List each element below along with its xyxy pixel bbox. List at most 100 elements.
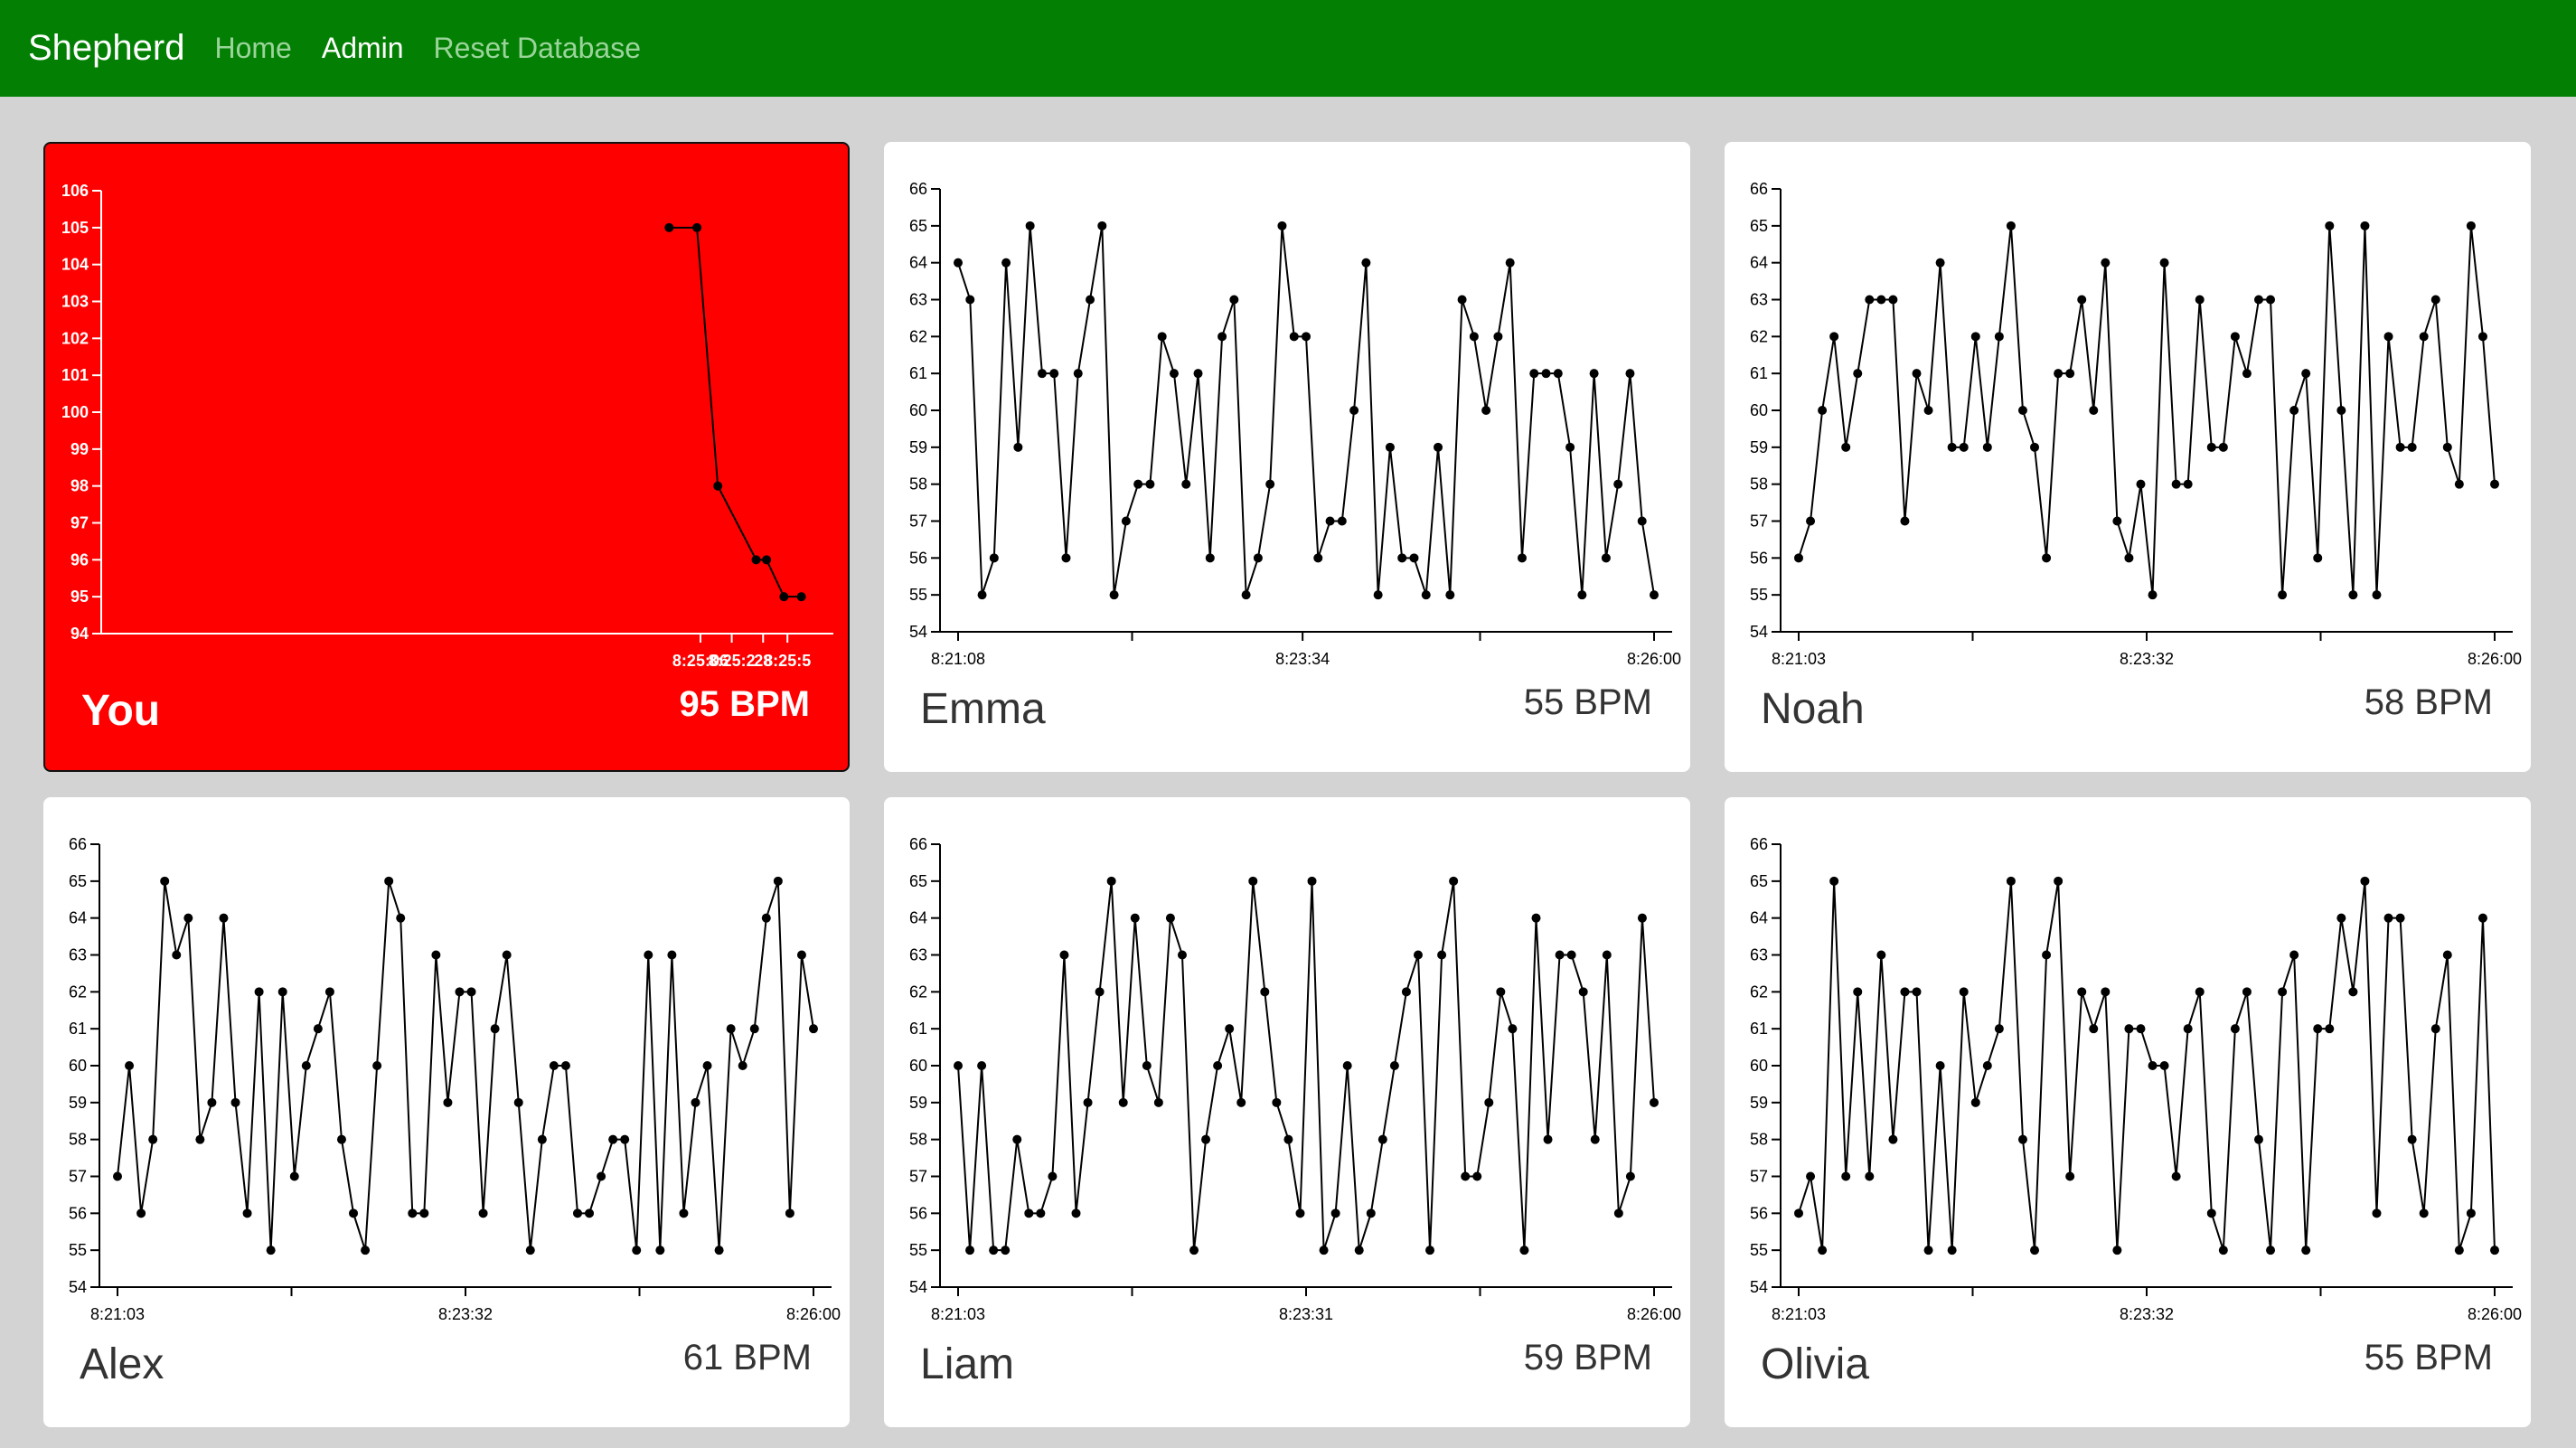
card-liam[interactable]: 54 55 56 57 58 59 60 61 62 63 64 65 66 8:21:03 8:23:31… xyxy=(884,797,1690,1427)
data-point xyxy=(2136,479,2146,489)
data-point xyxy=(2218,1246,2228,1255)
data-point xyxy=(2348,590,2358,600)
x-tick-label: 8:23:32 xyxy=(2120,650,2174,668)
data-point xyxy=(1153,1097,1163,1107)
data-point xyxy=(1241,590,1251,600)
data-point xyxy=(2419,1208,2429,1218)
y-tick-label: 65 xyxy=(1750,217,1768,235)
data-point xyxy=(2206,1208,2216,1218)
data-point xyxy=(702,1061,712,1070)
data-point xyxy=(1106,876,1116,886)
data-point xyxy=(2454,479,2464,489)
y-tick-label: 55 xyxy=(69,1241,87,1259)
data-point xyxy=(2054,876,2064,886)
data-point xyxy=(1505,258,1515,268)
data-point xyxy=(1577,590,1587,600)
data-point xyxy=(2017,1134,2027,1144)
card-emma[interactable]: 54 55 56 57 58 59 60 61 62 63 64 65 66 8:21:08 8:23:34… xyxy=(884,142,1690,772)
nav-link-admin[interactable]: Admin xyxy=(321,32,404,64)
card-bpm: 61 BPM xyxy=(682,1338,812,1377)
data-point xyxy=(1157,332,1167,342)
data-point xyxy=(1283,1134,1293,1144)
y-tick-label: 98 xyxy=(71,477,89,495)
y-tick-label: 54 xyxy=(909,623,927,641)
data-point xyxy=(1531,913,1541,923)
brand-logo[interactable]: Shepherd xyxy=(28,28,185,68)
data-point xyxy=(2195,295,2205,305)
data-point xyxy=(2266,1246,2276,1255)
card-you[interactable]: 94 95 96 97 98 99 100 101 102 103 104 105 106 8:25:06… xyxy=(43,142,850,772)
data-point xyxy=(1602,950,1612,960)
data-point xyxy=(2430,295,2440,305)
data-point xyxy=(1519,1246,1529,1255)
card-noah[interactable]: 54 55 56 57 58 59 60 61 62 63 64 65 66 8:21:03 8:23:32… xyxy=(1725,142,2531,772)
data-point xyxy=(2278,987,2288,997)
y-tick-label: 94 xyxy=(71,625,89,643)
data-point xyxy=(1601,553,1611,563)
data-point xyxy=(1213,1061,1223,1070)
data-point xyxy=(1189,1246,1199,1255)
data-point xyxy=(1959,987,1969,997)
data-point xyxy=(1445,590,1455,600)
data-point xyxy=(2242,987,2252,997)
data-point xyxy=(207,1097,217,1107)
data-point xyxy=(1994,332,2004,342)
data-point xyxy=(2112,1246,2122,1255)
y-tick-label: 56 xyxy=(909,549,927,567)
series-line xyxy=(957,225,1655,596)
x-tick-label: 8:21:03 xyxy=(931,1305,985,1323)
data-point xyxy=(419,1208,429,1218)
data-point xyxy=(1794,553,1803,563)
data-point xyxy=(2065,369,2075,379)
data-point xyxy=(620,1134,630,1144)
data-point xyxy=(714,1246,724,1255)
data-point xyxy=(597,1171,606,1181)
y-tick-label: 54 xyxy=(1750,1278,1768,1296)
data-point xyxy=(2230,332,2240,342)
y-tick-label: 100 xyxy=(61,403,89,421)
data-point xyxy=(2313,1024,2323,1034)
nav-link-reset-database[interactable]: Reset Database xyxy=(433,32,642,64)
card-olivia[interactable]: 54 55 56 57 58 59 60 61 62 63 64 65 66 8:21:03 8:23:32… xyxy=(1725,797,2531,1427)
data-point xyxy=(1036,1208,1046,1218)
data-point xyxy=(1248,876,1258,886)
data-point xyxy=(1484,1097,1494,1107)
data-point xyxy=(809,1024,818,1034)
y-tick-label: 101 xyxy=(61,366,89,384)
data-point xyxy=(2454,1246,2464,1255)
data-point xyxy=(1142,1061,1152,1070)
card-bpm: 59 BPM xyxy=(1523,1338,1652,1377)
data-point xyxy=(2077,295,2087,305)
data-point xyxy=(443,1097,453,1107)
data-point xyxy=(1865,295,1875,305)
data-point xyxy=(1061,553,1071,563)
y-tick-label: 97 xyxy=(71,514,89,532)
y-tick-label: 63 xyxy=(69,946,87,964)
data-point xyxy=(679,1208,689,1218)
data-point xyxy=(608,1134,618,1144)
data-point xyxy=(1083,1097,1093,1107)
data-point xyxy=(230,1097,240,1107)
nav-link-home[interactable]: Home xyxy=(214,32,292,64)
data-point xyxy=(632,1246,642,1255)
y-tick-label: 60 xyxy=(909,1057,927,1075)
data-point xyxy=(1401,987,1411,997)
data-point xyxy=(1217,332,1227,342)
data-point xyxy=(655,1246,665,1255)
data-point xyxy=(277,987,287,997)
data-point xyxy=(1048,1171,1058,1181)
data-point xyxy=(1923,406,1933,415)
y-tick-label: 64 xyxy=(909,909,927,927)
data-point xyxy=(1541,369,1551,379)
card-alex[interactable]: 54 55 56 57 58 59 60 61 62 63 64 65 66 8:21:03 8:23:32… xyxy=(43,797,850,1427)
data-point xyxy=(289,1171,299,1181)
data-point xyxy=(1994,1024,2004,1034)
data-point xyxy=(408,1208,418,1218)
data-point xyxy=(751,555,761,565)
card-name: You xyxy=(81,687,161,735)
data-point xyxy=(113,1171,122,1181)
data-point xyxy=(301,1061,311,1070)
data-point xyxy=(1625,1171,1635,1181)
data-point xyxy=(1481,406,1491,415)
y-tick-label: 104 xyxy=(61,256,89,274)
